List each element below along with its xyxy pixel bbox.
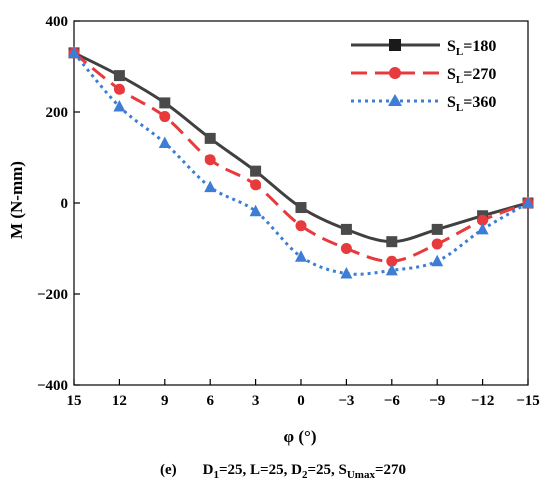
x-axis-label: φ (°) [284, 427, 317, 446]
series-1-point-4 [250, 179, 262, 191]
series-line-2 [72, 51, 529, 276]
series-1-point-7 [386, 255, 398, 267]
y-tick-label-0: 400 [46, 14, 69, 30]
series-2-point-0 [68, 46, 80, 58]
series-0-point-6 [340, 223, 352, 235]
x-tick-label-4: 3 [252, 393, 260, 409]
series-0-point-3 [204, 132, 216, 144]
legend-item-2: SL=360 [351, 94, 496, 114]
y-tick-label-4: −400 [37, 378, 68, 394]
series-1-point-8 [431, 238, 443, 250]
legend-label-2: SL=360 [447, 94, 496, 114]
series-2-point-8 [431, 254, 444, 267]
series-0-point-2 [159, 97, 171, 109]
x-tick-label-3: 6 [206, 393, 214, 409]
series-1-point-9 [477, 214, 489, 226]
series-2-point-6 [340, 267, 353, 279]
legend: SL=180 SL=270 SL=360 [351, 38, 496, 114]
series-2-point-9 [476, 222, 489, 235]
series-2-point-2 [158, 136, 171, 148]
x-tick-label-9: −12 [471, 393, 495, 409]
legend-marker-2 [388, 94, 402, 106]
legend-marker-1 [389, 67, 401, 79]
series-0-point-5 [295, 202, 307, 214]
series-2-point-7 [385, 263, 398, 276]
series-0-point-1 [113, 70, 125, 82]
legend-label-1: SL=270 [447, 66, 496, 86]
x-tick-label-8: −9 [429, 393, 445, 409]
figure-caption: (e) D1=25, L=25, D2=25, SUmax=270 [160, 462, 406, 481]
x-tick-label-1: 12 [112, 393, 127, 409]
legend-label-0: SL=180 [447, 38, 496, 58]
y-tick-label-1: 200 [46, 105, 69, 121]
x-tick-label-7: −6 [384, 393, 401, 409]
plot-marks: 15 12 9 6 3 0 −3 −6 −9 −12 −15 400 200 0 −200 −400 [37, 14, 540, 409]
series-2-point-3 [204, 180, 217, 193]
series-2-point-5 [295, 250, 307, 262]
series-0-point-4 [250, 165, 262, 177]
series-1-point-5 [295, 220, 307, 232]
x-tick-label-0: 15 [67, 393, 82, 409]
x-tick-label-10: −15 [516, 393, 540, 409]
series-1-point-6 [340, 243, 352, 254]
y-tick-label-3: −200 [37, 287, 68, 303]
series-0-point-8 [431, 223, 443, 235]
series-0-point-7 [386, 236, 398, 248]
series-1-point-2 [159, 111, 171, 123]
series-1-point-1 [113, 83, 125, 95]
series-2-point-1 [113, 100, 126, 112]
y-axis-label: M (N-mm) [7, 161, 26, 239]
series-2-point-10 [522, 196, 534, 208]
x-tick-label-5: 0 [297, 393, 305, 409]
series-2-point-4 [249, 204, 262, 217]
legend-item-1: SL=270 [351, 66, 496, 86]
legend-marker-0 [389, 39, 401, 51]
legend-item-0: SL=180 [351, 38, 496, 58]
series-1-point-3 [204, 154, 216, 166]
x-tick-label-2: 9 [161, 393, 169, 409]
x-tick-label-6: −3 [338, 393, 354, 409]
y-tick-label-2: 0 [61, 196, 69, 212]
